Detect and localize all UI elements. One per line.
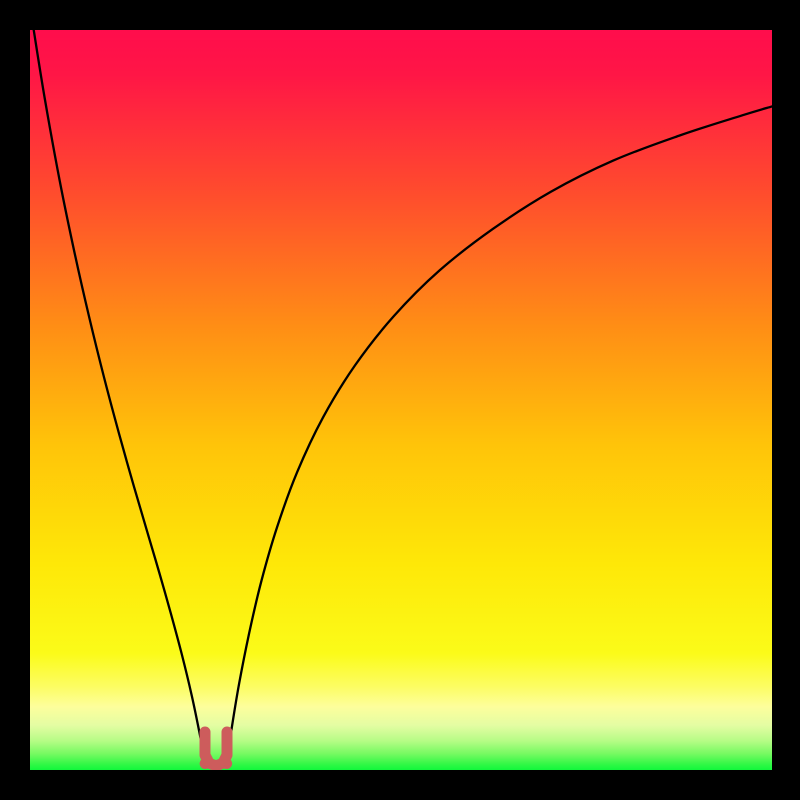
curves-svg — [30, 30, 772, 772]
frame-bottom — [0, 770, 800, 800]
left-curve — [34, 30, 205, 763]
frame-left — [0, 0, 30, 800]
frame-right — [772, 0, 800, 800]
frame-top — [0, 0, 800, 30]
right-curve — [227, 106, 772, 763]
valley-u-marker — [205, 732, 227, 766]
chart-stage: TheBottleneck.com — [0, 0, 800, 800]
plot-area — [30, 30, 772, 772]
